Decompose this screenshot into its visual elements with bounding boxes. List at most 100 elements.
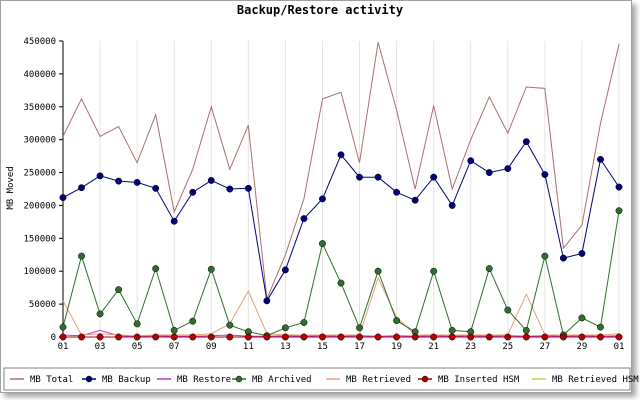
data-point-mb-backup xyxy=(189,188,197,196)
data-point-mb-inserted-hsm xyxy=(337,333,345,341)
data-point-mb-backup xyxy=(467,157,475,165)
data-point-mb-backup xyxy=(263,297,271,305)
data-point-mb-backup xyxy=(207,176,215,184)
data-point-mb-archived xyxy=(522,326,530,334)
data-point-mb-inserted-hsm xyxy=(485,333,493,341)
data-point-mb-inserted-hsm xyxy=(448,333,456,341)
data-point-mb-inserted-hsm xyxy=(615,333,623,341)
data-point-mb-archived xyxy=(615,207,623,215)
data-point-mb-inserted-hsm xyxy=(597,333,604,341)
y-tick-label: 300000 xyxy=(23,136,56,146)
y-axis-label: MB Moved xyxy=(6,166,16,209)
x-tick-label: 11 xyxy=(243,342,254,352)
legend-label-mb-archived: MB Archived xyxy=(252,375,312,385)
legend: MB Total MB Backup MB Restore MB Archived MB… xyxy=(3,367,639,391)
y-tick-label: 250000 xyxy=(23,169,56,179)
series-mb-backup xyxy=(59,138,623,305)
x-tick-label: 21 xyxy=(428,342,439,352)
data-point-mb-archived xyxy=(226,321,234,329)
data-point-mb-archived xyxy=(578,314,586,322)
data-point-mb-backup xyxy=(115,177,123,185)
data-point-mb-backup xyxy=(337,151,345,159)
data-point-mb-archived xyxy=(170,326,178,334)
series-mb-total xyxy=(62,42,620,299)
data-point-mb-backup xyxy=(96,172,104,180)
data-point-mb-inserted-hsm xyxy=(189,333,197,341)
data-point-mb-inserted-hsm xyxy=(78,333,85,341)
legend-label-mb-inserted-hsm: MB Inserted HSM xyxy=(438,375,520,385)
y-tick-label: 450000 xyxy=(23,37,56,47)
x-tick-label: 01 xyxy=(58,342,69,352)
y-tick-label: 350000 xyxy=(23,103,56,113)
y-tick-label: 150000 xyxy=(23,234,56,244)
legend-label-mb-backup: MB Backup xyxy=(102,375,151,385)
data-point-mb-backup xyxy=(411,196,419,204)
data-point-mb-backup xyxy=(300,215,308,223)
data-point-mb-archived xyxy=(78,252,85,260)
data-point-mb-archived xyxy=(96,310,104,318)
series-mb-inserted-hsm xyxy=(59,333,623,341)
legend-label-mb-retrieved-hsm: MB Retrieved HSM xyxy=(552,375,639,385)
data-point-mb-archived xyxy=(485,265,493,273)
series-layer xyxy=(59,42,623,341)
data-point-mb-backup xyxy=(78,184,85,192)
series-line-mb-total xyxy=(62,42,620,299)
data-point-mb-backup xyxy=(374,173,382,181)
data-point-mb-archived xyxy=(319,240,326,248)
legend-marker-mb-backup xyxy=(85,375,93,383)
x-tick-label: 13 xyxy=(280,342,291,352)
data-point-mb-backup xyxy=(504,165,512,173)
x-tick-label: 09 xyxy=(206,342,217,352)
data-point-mb-archived xyxy=(59,323,67,331)
data-point-mb-inserted-hsm xyxy=(319,333,326,341)
data-point-mb-backup xyxy=(244,184,252,192)
data-point-mb-archived xyxy=(189,317,197,325)
x-tick-label: 07 xyxy=(169,342,180,352)
data-point-mb-backup xyxy=(133,178,141,186)
data-point-mb-inserted-hsm xyxy=(374,333,382,341)
x-tick-label: 27 xyxy=(539,342,550,352)
data-point-mb-backup xyxy=(559,254,567,262)
data-point-mb-archived xyxy=(393,317,401,325)
data-point-mb-inserted-hsm xyxy=(170,333,178,341)
data-point-mb-inserted-hsm xyxy=(559,333,567,341)
data-point-mb-archived xyxy=(356,324,363,332)
data-point-mb-backup xyxy=(615,183,623,191)
y-tick-label: 100000 xyxy=(23,267,56,277)
data-point-mb-inserted-hsm xyxy=(59,333,67,341)
x-tick-label: 19 xyxy=(391,342,402,352)
chart-title: Backup/Restore activity xyxy=(237,3,403,17)
data-point-mb-inserted-hsm xyxy=(393,333,401,341)
x-tick-label: 15 xyxy=(317,342,328,352)
data-point-mb-archived xyxy=(597,323,604,331)
data-point-mb-inserted-hsm xyxy=(541,333,549,341)
x-tick-label: 03 xyxy=(95,342,106,352)
data-point-mb-archived xyxy=(448,326,456,334)
data-point-mb-backup xyxy=(152,184,160,192)
data-point-mb-archived xyxy=(115,286,123,294)
x-tick-label: 25 xyxy=(502,342,513,352)
legend-label-mb-restore: MB Restore xyxy=(177,375,231,385)
legend-label-mb-retrieved: MB Retrieved xyxy=(346,375,411,385)
data-point-mb-backup xyxy=(597,155,604,163)
data-point-mb-backup xyxy=(170,217,178,225)
y-tick-label: 200000 xyxy=(23,201,56,211)
data-point-mb-inserted-hsm xyxy=(115,333,123,341)
y-tick-label: 0 xyxy=(51,333,56,343)
data-point-mb-backup xyxy=(578,250,586,257)
y-tick-label: 400000 xyxy=(23,70,56,80)
x-tick-label: 05 xyxy=(132,342,143,352)
legend-label-mb-total: MB Total xyxy=(30,375,73,385)
data-point-mb-inserted-hsm xyxy=(300,333,308,341)
legend-box xyxy=(3,367,631,391)
series-line-mb-backup xyxy=(62,140,620,303)
data-point-mb-backup xyxy=(430,173,438,181)
data-point-mb-backup xyxy=(541,171,549,178)
data-point-mb-archived xyxy=(430,267,438,275)
data-point-mb-inserted-hsm xyxy=(522,333,530,341)
data-point-mb-backup xyxy=(356,173,363,181)
data-point-mb-archived xyxy=(207,265,215,273)
x-tick-label: 23 xyxy=(465,342,476,352)
data-point-mb-archived xyxy=(337,279,345,287)
